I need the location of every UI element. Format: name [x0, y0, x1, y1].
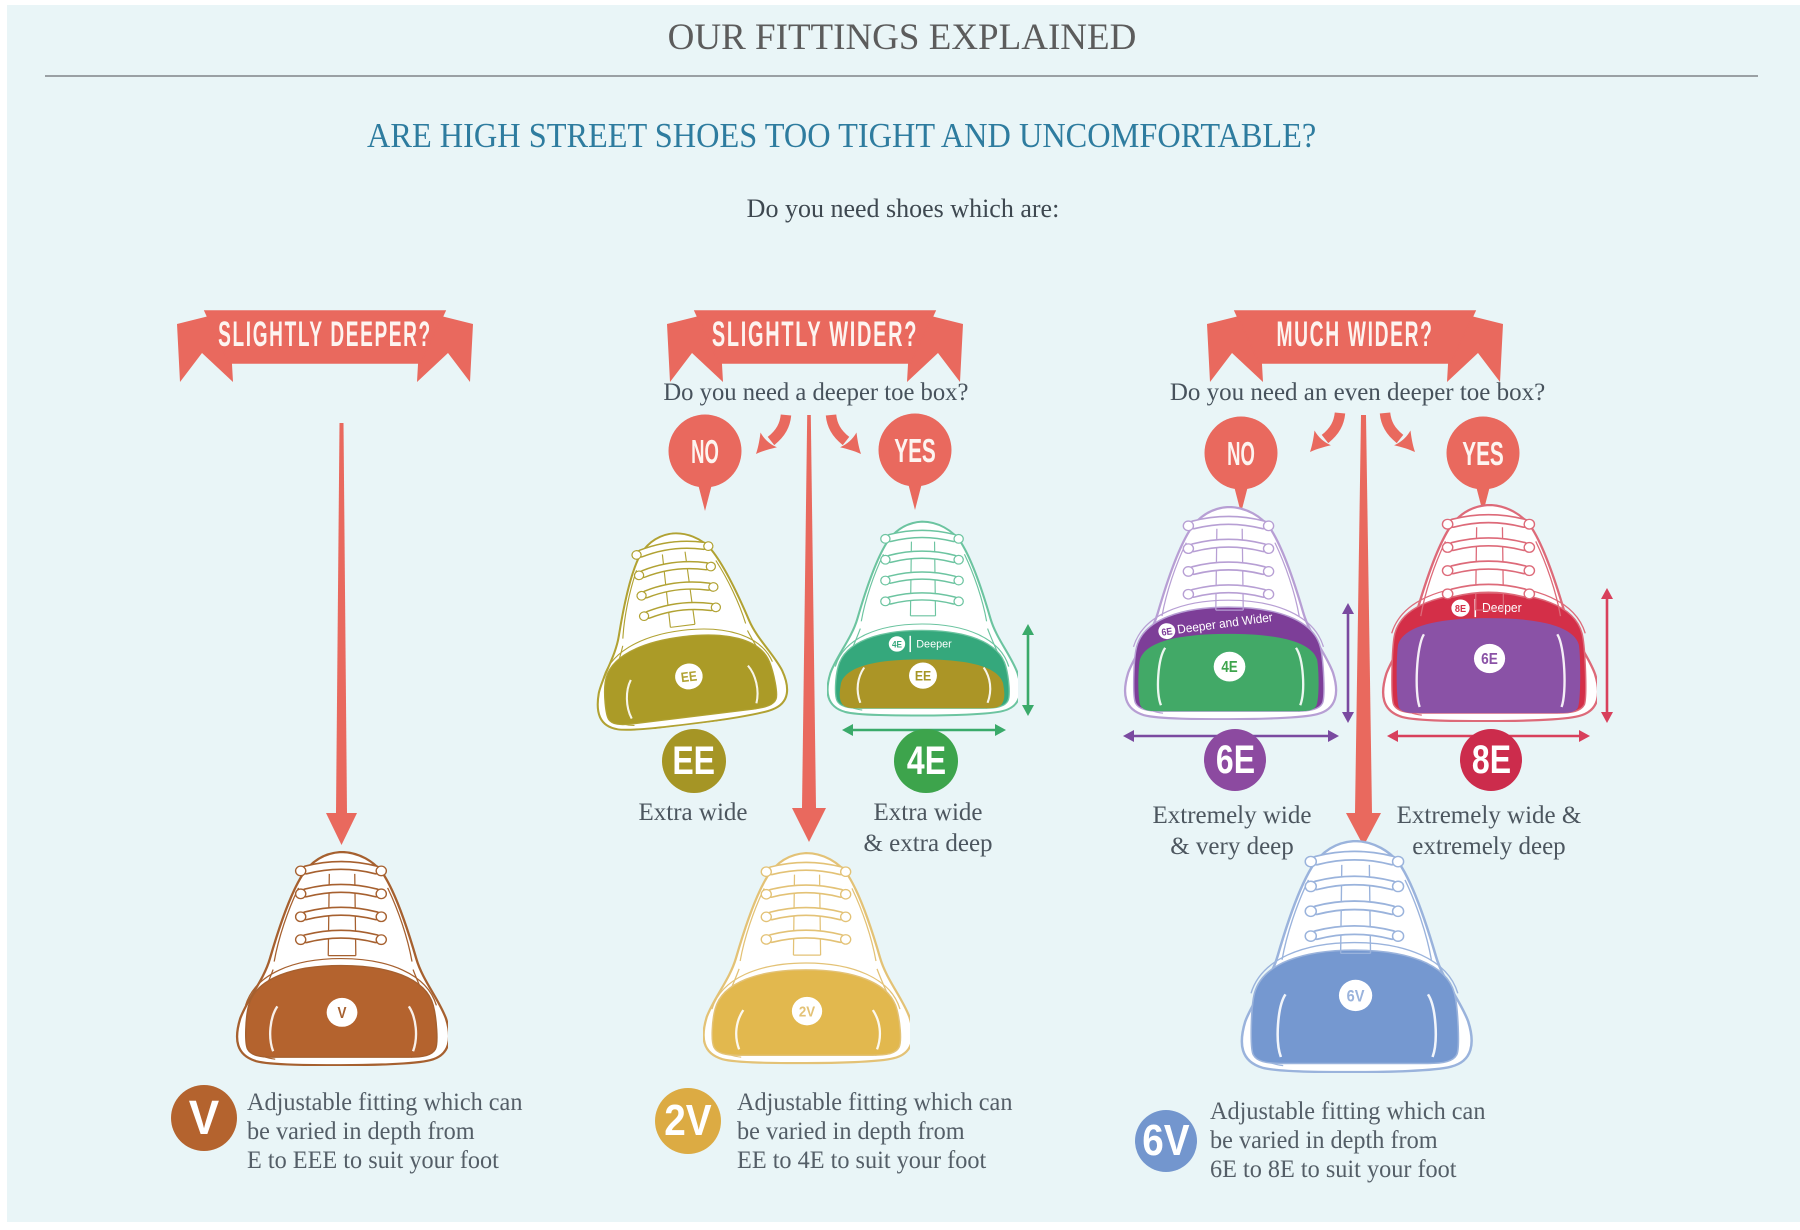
- svg-text:Deeper: Deeper: [1482, 601, 1522, 615]
- svg-text:EE: EE: [915, 668, 932, 684]
- svg-text:YES: YES: [1462, 435, 1504, 472]
- svg-text:MUCH WIDER?: MUCH WIDER?: [1276, 314, 1433, 354]
- svg-text:6V: 6V: [1347, 988, 1365, 1006]
- svg-text:YES: YES: [894, 432, 936, 469]
- svg-text:SLIGHTLY DEEPER?: SLIGHTLY DEEPER?: [218, 314, 432, 354]
- svg-text:EE: EE: [680, 668, 698, 686]
- svg-text:V: V: [338, 1005, 347, 1022]
- svg-text:4E: 4E: [1221, 659, 1238, 676]
- svg-text:NO: NO: [1227, 435, 1255, 472]
- svg-text:Deeper: Deeper: [916, 638, 952, 650]
- svg-text:2V: 2V: [799, 1004, 816, 1021]
- svg-text:6E: 6E: [1161, 626, 1174, 639]
- svg-text:SLIGHTLY WIDER?: SLIGHTLY WIDER?: [712, 315, 918, 354]
- svg-text:6E: 6E: [1481, 651, 1498, 668]
- svg-text:8E: 8E: [1455, 604, 1467, 616]
- svg-text:4E: 4E: [892, 639, 902, 649]
- svg-text:NO: NO: [691, 433, 719, 470]
